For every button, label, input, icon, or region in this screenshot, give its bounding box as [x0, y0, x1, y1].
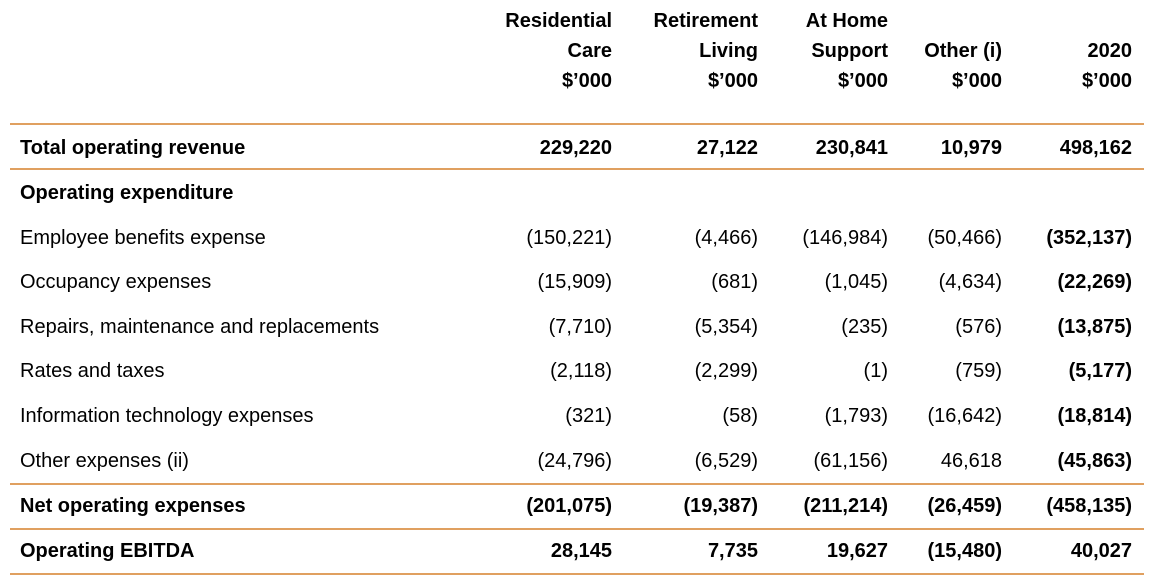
cell-residential-care: (7,710)	[548, 316, 612, 338]
table-row-employee-benefits: Employee benefits expense (150,221) (4,4…	[0, 223, 1152, 253]
row-label: Repairs, maintenance and replacements	[20, 316, 380, 338]
table-row-other-expenses: Other expenses (ii) (24,796) (6,529) (61…	[0, 446, 1152, 476]
cell-at-home-support: (235)	[841, 316, 888, 338]
row-label: Employee benefits expense	[20, 227, 266, 249]
col-header-at-home-support: At Home Support $’000	[806, 6, 888, 96]
cell-residential-care: 28,145	[550, 540, 612, 562]
col-header-other: Other (i) $’000	[924, 36, 1002, 96]
cell-residential-care: (150,221)	[526, 227, 612, 249]
cell-retirement-living: (6,529)	[694, 450, 758, 472]
cell-retirement-living: (4,466)	[694, 227, 758, 249]
col-header-unit: $’000	[707, 70, 758, 92]
cell-at-home-support: (61,156)	[813, 450, 889, 472]
col-header-retirement-living: Retirement Living $’000	[654, 6, 758, 96]
col-header-unit: $’000	[561, 70, 612, 92]
cell-retirement-living: 7,735	[707, 540, 758, 562]
cell-2020: 40,027	[1070, 540, 1132, 562]
cell-retirement-living: (19,387)	[683, 495, 759, 517]
col-header-line: Residential	[505, 10, 612, 32]
divider-rule	[10, 528, 1144, 530]
cell-retirement-living: (2,299)	[694, 360, 758, 382]
cell-2020: (5,177)	[1068, 360, 1132, 382]
cell-residential-care: (321)	[565, 405, 612, 427]
row-label: Operating expenditure	[20, 182, 234, 204]
row-label: Other expenses (ii)	[20, 450, 189, 472]
cell-retirement-living: (58)	[722, 405, 758, 427]
row-label: Operating EBITDA	[20, 540, 195, 562]
cell-at-home-support: (1,793)	[824, 405, 888, 427]
cell-2020: (458,135)	[1046, 495, 1132, 517]
col-header-line: Other (i)	[924, 40, 1002, 62]
cell-at-home-support: (1,045)	[824, 271, 888, 293]
row-label: Total operating revenue	[20, 137, 246, 159]
cell-other: (15,480)	[927, 540, 1003, 562]
cell-at-home-support: (211,214)	[803, 495, 888, 517]
row-label: Information technology expenses	[20, 405, 314, 427]
cell-other: (759)	[955, 360, 1002, 382]
cell-residential-care: (2,118)	[550, 360, 612, 382]
col-header-unit: $’000	[1081, 70, 1132, 92]
cell-residential-care: (15,909)	[537, 271, 613, 293]
cell-2020: (45,863)	[1057, 450, 1133, 472]
cell-at-home-support: 19,627	[826, 540, 888, 562]
cell-other: (4,634)	[938, 271, 1002, 293]
cell-other: (50,466)	[927, 227, 1003, 249]
cell-other: (16,642)	[927, 405, 1003, 427]
divider-rule	[10, 123, 1144, 125]
col-header-unit: $’000	[837, 70, 888, 92]
cell-retirement-living: (681)	[711, 271, 758, 293]
col-header-2020: 2020 $’000	[1082, 36, 1132, 96]
cell-2020: (352,137)	[1046, 227, 1132, 249]
cell-residential-care: (24,796)	[537, 450, 613, 472]
row-label: Rates and taxes	[20, 360, 165, 382]
table-row-net-operating-expenses: Net operating expenses (201,075) (19,387…	[0, 491, 1152, 521]
row-label: Net operating expenses	[20, 495, 246, 517]
col-header-line: Care	[567, 40, 612, 62]
cell-at-home-support: (146,984)	[802, 227, 888, 249]
cell-at-home-support: 230,841	[815, 137, 888, 159]
cell-2020: (22,269)	[1057, 271, 1133, 293]
col-header-unit: $’000	[951, 70, 1002, 92]
table-row-occupancy: Occupancy expenses (15,909) (681) (1,045…	[0, 267, 1152, 297]
cell-retirement-living: (5,354)	[694, 316, 758, 338]
divider-rule	[10, 168, 1144, 170]
cell-other: (26,459)	[927, 495, 1003, 517]
table-row-total-operating-revenue: Total operating revenue 229,220 27,122 2…	[0, 133, 1152, 163]
cell-retirement-living: 27,122	[696, 137, 758, 159]
cell-2020: (18,814)	[1057, 405, 1133, 427]
table-row-information-technology: Information technology expenses (321) (5…	[0, 401, 1152, 431]
table-row-rates-taxes: Rates and taxes (2,118) (2,299) (1) (759…	[0, 356, 1152, 386]
col-header-line: Living	[699, 40, 758, 62]
cell-other: 46,618	[940, 450, 1002, 472]
divider-rule	[10, 573, 1144, 575]
cell-at-home-support: (1)	[863, 360, 888, 382]
cell-other: 10,979	[940, 137, 1002, 159]
cell-2020: (13,875)	[1057, 316, 1133, 338]
divider-rule	[10, 483, 1144, 485]
table-row-repairs: Repairs, maintenance and replacements (7…	[0, 312, 1152, 342]
col-header-line: Retirement	[653, 10, 758, 32]
col-header-line: At Home	[805, 10, 888, 32]
table-row-operating-ebitda: Operating EBITDA 28,145 7,735 19,627 (15…	[0, 536, 1152, 566]
cell-other: (576)	[955, 316, 1002, 338]
col-header-line: 2020	[1087, 40, 1133, 62]
row-label: Occupancy expenses	[20, 271, 212, 293]
col-header-residential-care: Residential Care $’000	[505, 6, 612, 96]
cell-2020: 498,162	[1059, 137, 1132, 159]
cell-residential-care: (201,075)	[526, 495, 612, 517]
col-header-line: Support	[811, 40, 888, 62]
cell-residential-care: 229,220	[539, 137, 612, 159]
section-heading-operating-expenditure: Operating expenditure	[0, 178, 1152, 208]
